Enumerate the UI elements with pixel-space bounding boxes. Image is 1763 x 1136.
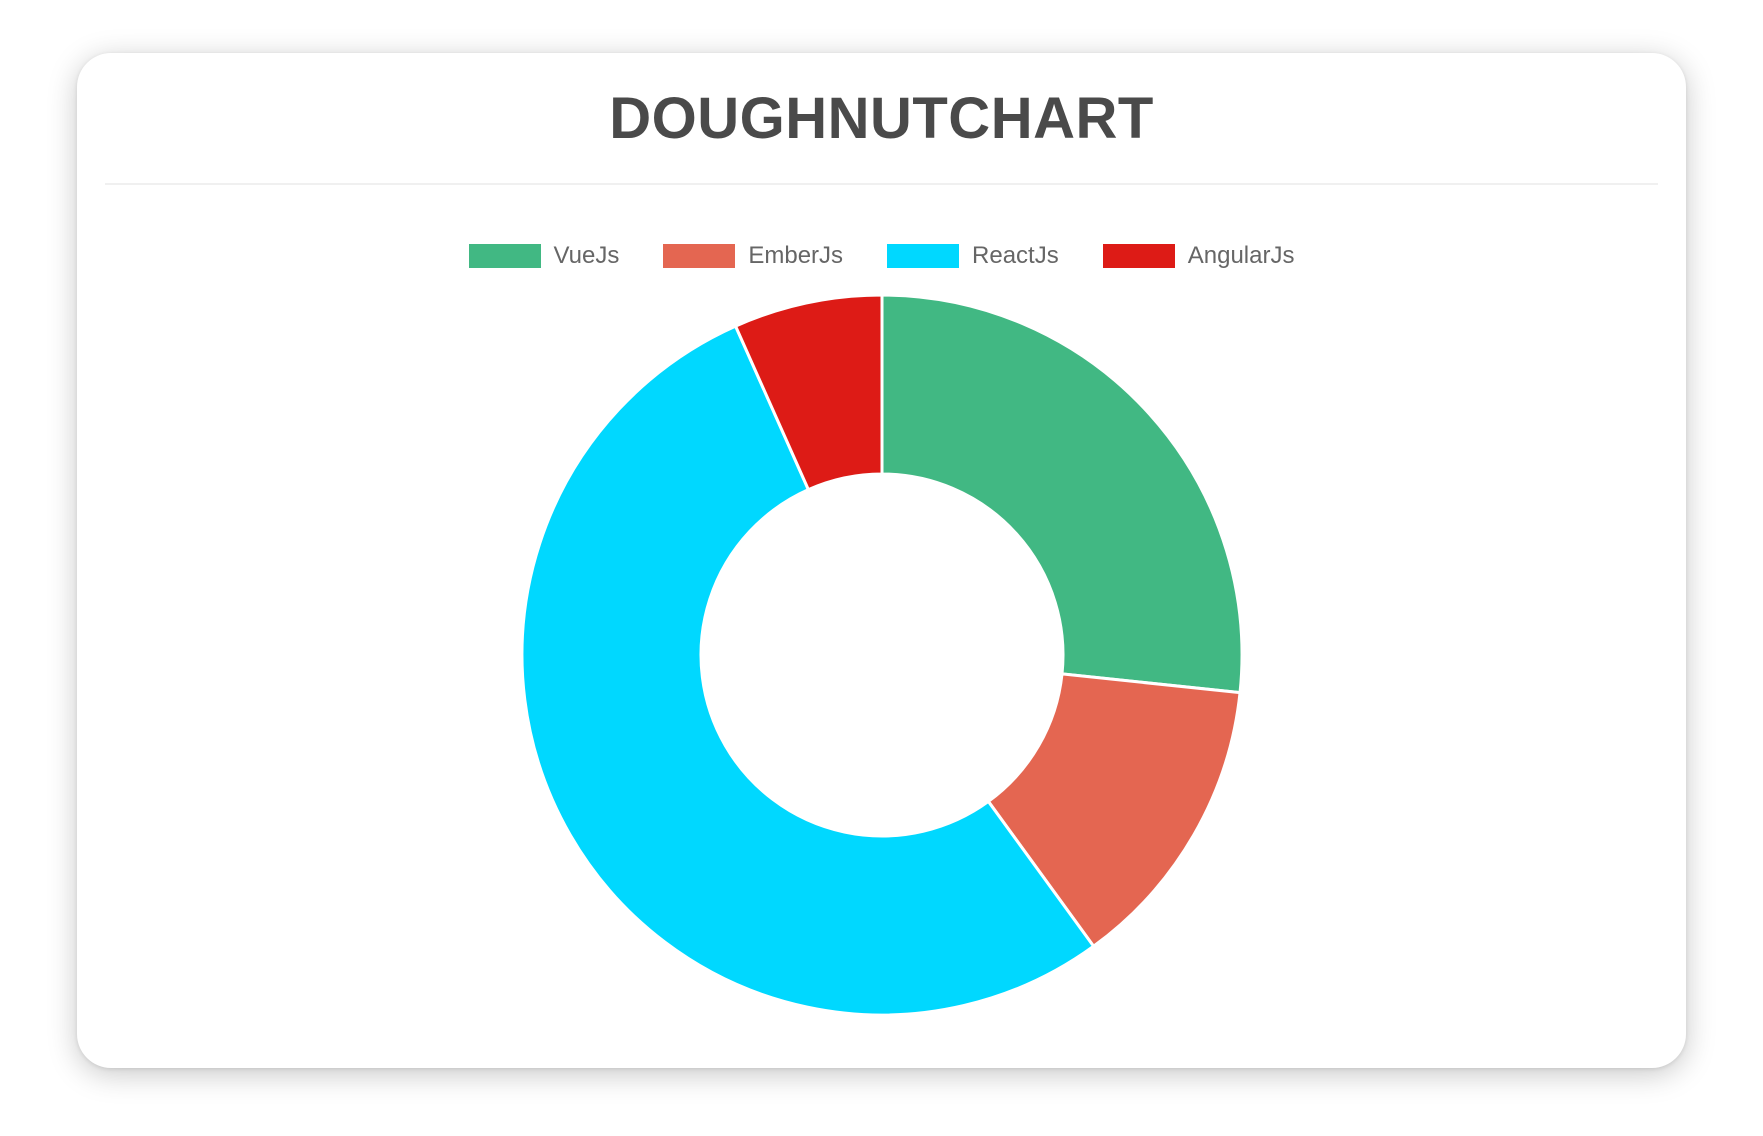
chart-legend: VueJs EmberJs ReactJs AngularJs	[468, 241, 1295, 270]
legend-item-emberjs[interactable]: EmberJs	[663, 242, 843, 270]
legend-item-angularjs[interactable]: AngularJs	[1102, 241, 1295, 270]
chart-title: DOUGHNUTCHART	[609, 86, 1154, 151]
doughnut-svg	[520, 293, 1243, 1017]
legend-label: EmberJs	[748, 241, 844, 269]
legend-swatch	[1102, 243, 1175, 268]
legend-item-reactjs[interactable]: ReactJs	[887, 242, 1059, 270]
title-divider	[105, 182, 1658, 185]
legend-swatch	[887, 243, 960, 268]
legend-label: VueJs	[553, 241, 620, 269]
chart-card: DOUGHNUTCHART VueJs EmberJs ReactJs Angular…	[77, 53, 1686, 1068]
legend-label: ReactJs	[972, 241, 1059, 269]
doughnut-slice-angularjs[interactable]	[733, 293, 883, 492]
legend-label: AngularJs	[1187, 241, 1295, 269]
legend-swatch	[663, 243, 736, 268]
doughnut-slice-vuejs[interactable]	[880, 293, 1243, 694]
legend-item-vuejs[interactable]: VueJs	[468, 241, 620, 270]
doughnut-slice-emberjs[interactable]	[985, 671, 1242, 949]
doughnut-chart	[517, 290, 1247, 1020]
doughnut-slice-reactjs[interactable]	[520, 323, 1096, 1017]
legend-swatch	[468, 243, 541, 268]
